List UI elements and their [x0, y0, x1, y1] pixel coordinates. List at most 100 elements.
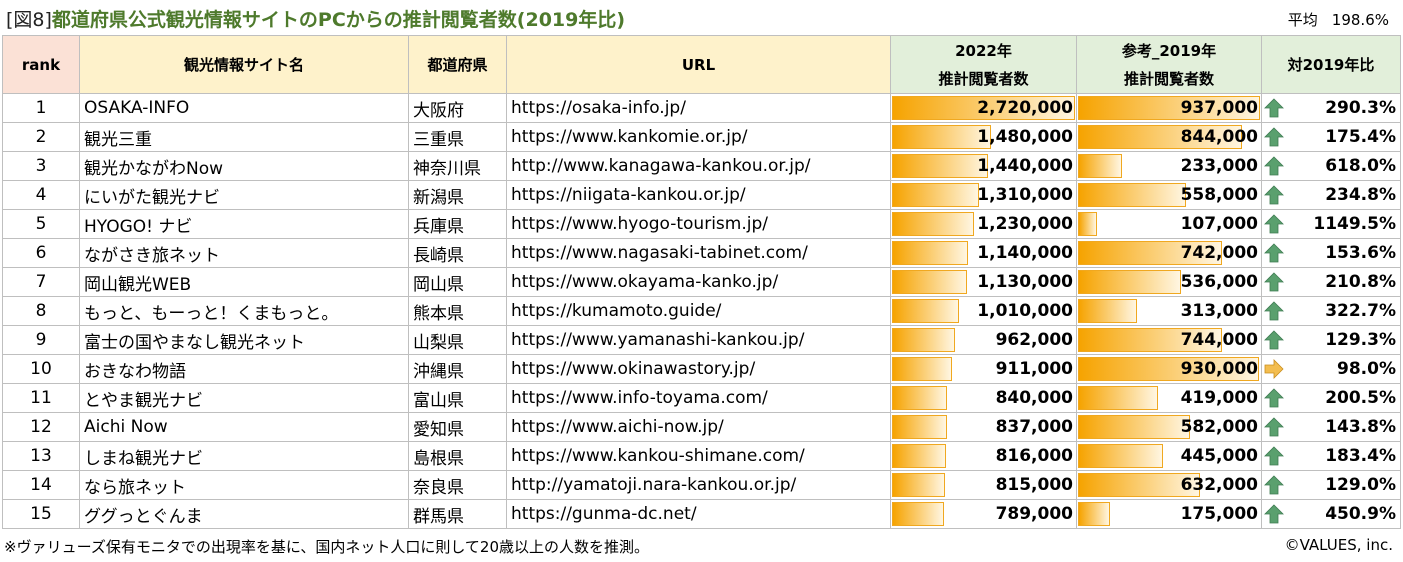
url-cell[interactable]: https://www.kankomie.or.jp/	[506, 122, 891, 152]
table-row: 5 HYOGO! ナビ 兵庫県 https://www.hyogo-tourism.j…	[2, 209, 1401, 239]
up-arrow-icon	[1264, 475, 1284, 495]
ratio-value: 183.4%	[1325, 446, 1396, 466]
rank-cell: 10	[2, 354, 80, 384]
url-cell[interactable]: https://osaka-info.jp/	[506, 93, 891, 123]
visitors-2019-value: 175,000	[1180, 504, 1258, 524]
header-prefecture: 都道府県	[408, 35, 507, 94]
visitors-2019-value: 313,000	[1180, 301, 1258, 321]
table-row: 13 しまね観光ナビ 島根県 https://www.kankou-shimane.c…	[2, 441, 1401, 471]
visitors-2019-value: 742,000	[1180, 243, 1258, 263]
table-row: 15 ググっとぐんま 群馬県 https://gunma-dc.net/789,000…	[2, 499, 1401, 529]
rank-cell: 13	[2, 441, 80, 471]
footnote: ※ヴァリューズ保有モニタでの出現率を基に、国内ネット人口に則して20歳以上の人数…	[4, 538, 650, 556]
site-name-cell: とやま観光ナビ	[79, 383, 409, 413]
visitors-2019-cell: 742,000	[1076, 238, 1262, 268]
url-cell[interactable]: http://yamatoji.nara-kankou.or.jp/	[506, 470, 891, 500]
ratio-cell: 183.4%	[1261, 441, 1401, 471]
visitors-2022-bar	[892, 125, 991, 149]
up-arrow-icon	[1264, 330, 1284, 350]
ratio-value: 322.7%	[1325, 301, 1396, 321]
site-name-cell: なら旅ネット	[79, 470, 409, 500]
header-ratio: 対2019年比	[1261, 35, 1401, 94]
url-cell[interactable]: https://www.aichi-now.jp/	[506, 412, 891, 442]
url-cell[interactable]: https://gunma-dc.net/	[506, 499, 891, 529]
url-cell[interactable]: https://www.yamanashi-kankou.jp/	[506, 325, 891, 355]
visitors-2022-bar	[892, 270, 967, 294]
site-name-cell: おきなわ物語	[79, 354, 409, 384]
visitors-2019-cell: 930,000	[1076, 354, 1262, 384]
ratio-cell: 200.5%	[1261, 383, 1401, 413]
visitors-2022-value: 1,010,000	[977, 301, 1073, 321]
visitors-2022-value: 2,720,000	[977, 98, 1073, 118]
url-cell[interactable]: https://www.okinawastory.jp/	[506, 354, 891, 384]
ratio-cell: 322.7%	[1261, 296, 1401, 326]
rank-cell: 9	[2, 325, 80, 355]
site-name-cell: もっと、もーっと！くまもっと。	[79, 296, 409, 326]
visitors-2019-bar	[1078, 183, 1186, 207]
visitors-2022-value: 962,000	[995, 330, 1073, 350]
visitors-2019-bar	[1078, 415, 1191, 439]
table-row: 3 観光かながわNow 神奈川県 http://www.kanagawa-kankou…	[2, 151, 1401, 181]
visitors-2022-cell: 962,000	[890, 325, 1077, 355]
rank-cell: 1	[2, 93, 80, 123]
ratio-cell: 98.0%	[1261, 354, 1401, 384]
site-name-cell: 岡山観光WEB	[79, 267, 409, 297]
ratio-value: 175.4%	[1325, 127, 1396, 147]
rank-cell: 7	[2, 267, 80, 297]
visitors-2019-cell: 175,000	[1076, 499, 1262, 529]
ratio-value: 1149.5%	[1313, 214, 1396, 234]
visitors-2019-bar	[1078, 386, 1159, 410]
url-cell[interactable]: https://www.kankou-shimane.com/	[506, 441, 891, 471]
prefecture-cell: 神奈川県	[408, 151, 507, 181]
rank-cell: 2	[2, 122, 80, 152]
table-row: 10 おきなわ物語 沖縄県 https://www.okinawastory.jp/9…	[2, 354, 1401, 384]
header-2019-line1: 参考_2019年	[1121, 41, 1217, 60]
header-site-name: 観光情報サイト名	[79, 35, 409, 94]
visitors-2022-cell: 815,000	[890, 470, 1077, 500]
visitors-2022-value: 1,130,000	[977, 272, 1073, 292]
prefecture-cell: 島根県	[408, 441, 507, 471]
visitors-2022-value: 1,440,000	[977, 156, 1073, 176]
url-cell[interactable]: https://niigata-kankou.or.jp/	[506, 180, 891, 210]
visitors-2022-value: 837,000	[995, 417, 1073, 437]
visitors-2019-bar	[1078, 96, 1260, 120]
visitors-2022-bar	[892, 96, 1075, 120]
visitors-2022-bar	[892, 502, 944, 526]
url-cell[interactable]: https://www.okayama-kanko.jp/	[506, 267, 891, 297]
visitors-2022-cell: 1,130,000	[890, 267, 1077, 297]
url-cell[interactable]: https://www.nagasaki-tabinet.com/	[506, 238, 891, 268]
table-row: 8 もっと、もーっと！くまもっと。 熊本県 https://kumamoto.guid…	[2, 296, 1401, 326]
up-arrow-icon	[1264, 185, 1284, 205]
table-row: 6 ながさき旅ネット 長崎県 https://www.nagasaki-tabinet…	[2, 238, 1401, 268]
visitors-2022-cell: 837,000	[890, 412, 1077, 442]
up-arrow-icon	[1264, 504, 1284, 524]
visitors-2022-cell: 1,140,000	[890, 238, 1077, 268]
visitors-2022-cell: 2,720,000	[890, 93, 1077, 123]
url-cell[interactable]: https://www.hyogo-tourism.jp/	[506, 209, 891, 239]
site-name-cell: 観光三重	[79, 122, 409, 152]
url-cell[interactable]: https://kumamoto.guide/	[506, 296, 891, 326]
prefecture-cell: 兵庫県	[408, 209, 507, 239]
visitors-2019-bar	[1078, 357, 1259, 381]
header-2019: 参考_2019年 推計閲覧者数	[1076, 35, 1262, 94]
visitors-2022-value: 1,230,000	[977, 214, 1073, 234]
up-arrow-icon	[1264, 98, 1284, 118]
url-cell[interactable]: http://www.kanagawa-kankou.or.jp/	[506, 151, 891, 181]
url-cell[interactable]: https://www.info-toyama.com/	[506, 383, 891, 413]
prefecture-cell: 富山県	[408, 383, 507, 413]
visitors-2022-value: 1,140,000	[977, 243, 1073, 263]
header-2022: 2022年 推計閲覧者数	[890, 35, 1077, 94]
visitors-2019-value: 536,000	[1180, 272, 1258, 292]
visitors-2019-bar	[1078, 473, 1201, 497]
ratio-value: 618.0%	[1325, 156, 1396, 176]
credit: ©VALUES, inc.	[1284, 536, 1393, 554]
prefecture-cell: 長崎県	[408, 238, 507, 268]
up-arrow-icon	[1264, 243, 1284, 263]
visitors-2022-cell: 840,000	[890, 383, 1077, 413]
ratio-cell: 1149.5%	[1261, 209, 1401, 239]
table-row: 4 にいがた観光ナビ 新潟県 https://niigata-kankou.or.jp…	[2, 180, 1401, 210]
up-arrow-icon	[1264, 301, 1284, 321]
visitors-2022-bar	[892, 154, 988, 178]
visitors-2019-value: 744,000	[1180, 330, 1258, 350]
up-arrow-icon	[1264, 388, 1284, 408]
